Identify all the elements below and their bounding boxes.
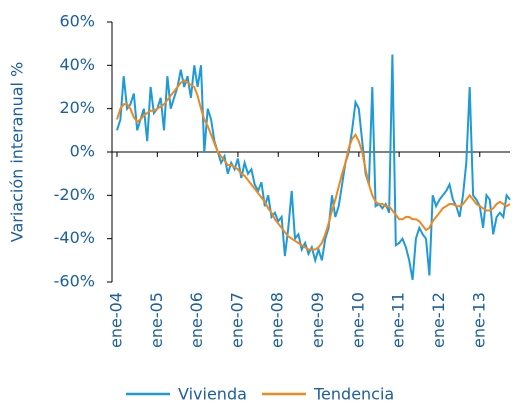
y-tick-label: 60% [59,12,95,31]
y-axis-title: Variación interanual % [8,62,27,243]
x-tick-label: ene-09 [308,292,327,348]
legend-label: Vivienda [178,385,247,404]
x-tick-label: ene-06 [187,292,206,348]
x-tick-label: ene-08 [268,292,287,348]
x-tick-label: ene-07 [227,292,246,348]
y-tick-label: 40% [59,55,95,74]
y-tick-label: -40% [54,228,95,247]
y-tick-label: -60% [54,272,95,291]
x-tick-label: ene-11 [389,292,408,348]
series-line [116,54,511,280]
x-tick-label: ene-10 [348,292,367,348]
series-line [116,79,511,251]
x-tick-label: ene-05 [147,292,166,348]
legend-label: Tendencia [313,385,394,404]
x-tick-label: ene-13 [469,292,488,348]
y-tick-label: 20% [59,98,95,117]
y-tick-label: 0% [70,142,95,161]
x-tick-label: ene-04 [107,292,126,348]
y-tick-label: -20% [54,185,95,204]
x-tick-label: ene-12 [429,292,448,348]
